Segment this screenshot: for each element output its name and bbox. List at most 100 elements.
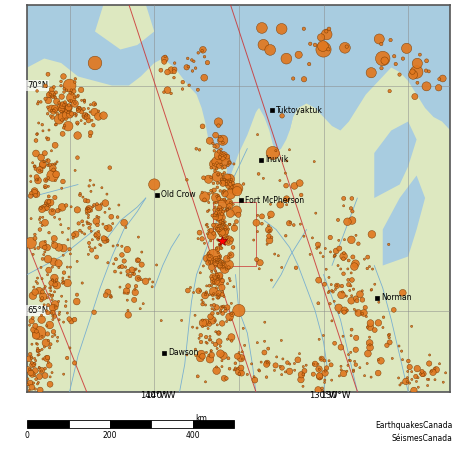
Point — [109, 220, 116, 227]
Point — [83, 112, 90, 119]
Point — [226, 159, 233, 166]
Point — [101, 236, 109, 243]
Point — [31, 189, 38, 196]
Point — [128, 266, 136, 274]
Point — [36, 214, 44, 221]
Point — [207, 164, 215, 171]
Point — [219, 303, 227, 310]
Point — [44, 309, 51, 316]
Point — [217, 214, 224, 221]
Point — [58, 93, 66, 100]
Point — [422, 67, 430, 74]
Point — [185, 63, 192, 70]
Point — [28, 355, 35, 362]
Point — [38, 275, 46, 282]
Point — [86, 239, 93, 247]
Point — [195, 49, 202, 56]
Point — [202, 319, 209, 326]
Point — [340, 202, 347, 209]
Point — [234, 185, 242, 192]
Point — [325, 274, 333, 281]
Text: Tuktoyaktuk: Tuktoyaktuk — [276, 106, 323, 115]
Point — [433, 366, 440, 373]
Point — [353, 307, 360, 315]
Point — [32, 150, 40, 157]
Point — [283, 201, 290, 208]
Point — [224, 206, 231, 213]
Point — [86, 207, 93, 214]
Point — [323, 31, 330, 38]
Point — [41, 238, 49, 245]
Bar — [193, 420, 234, 428]
Point — [343, 292, 350, 300]
Point — [66, 111, 74, 118]
Point — [416, 51, 424, 58]
Point — [54, 110, 61, 117]
Point — [204, 224, 212, 231]
Point — [64, 279, 71, 287]
Point — [232, 366, 239, 373]
Point — [219, 310, 226, 317]
Point — [57, 82, 65, 89]
Point — [266, 214, 273, 221]
Point — [46, 291, 53, 298]
Point — [368, 231, 375, 238]
Point — [355, 309, 362, 316]
Point — [48, 86, 56, 93]
Point — [208, 275, 216, 283]
Point — [39, 162, 46, 169]
Polygon shape — [383, 176, 425, 266]
Point — [124, 297, 131, 304]
Point — [210, 253, 217, 260]
Point — [46, 161, 53, 168]
Point — [42, 183, 49, 190]
Point — [135, 256, 142, 264]
Point — [218, 304, 225, 311]
Point — [352, 361, 359, 368]
Point — [240, 325, 247, 332]
Point — [24, 381, 31, 388]
Point — [49, 313, 56, 320]
Point — [335, 309, 343, 316]
Point — [64, 264, 71, 271]
Point — [219, 139, 227, 146]
Point — [205, 250, 212, 257]
Point — [55, 260, 62, 267]
Point — [285, 220, 293, 227]
Point — [219, 261, 227, 269]
Point — [157, 67, 165, 74]
Point — [309, 234, 316, 242]
Point — [122, 264, 129, 271]
Point — [335, 237, 343, 244]
Point — [46, 202, 53, 210]
Point — [419, 371, 426, 378]
Point — [338, 366, 345, 373]
Point — [93, 231, 101, 239]
Point — [59, 229, 66, 236]
Point — [218, 176, 225, 183]
Point — [203, 340, 211, 347]
Point — [94, 221, 101, 229]
Point — [73, 298, 81, 305]
Point — [47, 112, 55, 120]
Point — [30, 251, 37, 258]
Point — [73, 291, 81, 298]
Point — [312, 210, 319, 217]
Point — [47, 91, 54, 98]
Point — [222, 226, 229, 234]
Point — [345, 351, 352, 358]
Point — [200, 299, 207, 306]
Point — [72, 112, 80, 120]
Point — [205, 207, 212, 214]
Point — [220, 238, 227, 245]
Point — [345, 357, 353, 364]
Point — [192, 352, 199, 359]
Point — [241, 342, 248, 349]
Point — [258, 24, 266, 32]
Point — [81, 112, 89, 120]
Point — [45, 266, 52, 274]
Point — [45, 183, 52, 190]
Point — [87, 228, 95, 235]
Point — [216, 256, 223, 263]
Point — [353, 297, 360, 305]
